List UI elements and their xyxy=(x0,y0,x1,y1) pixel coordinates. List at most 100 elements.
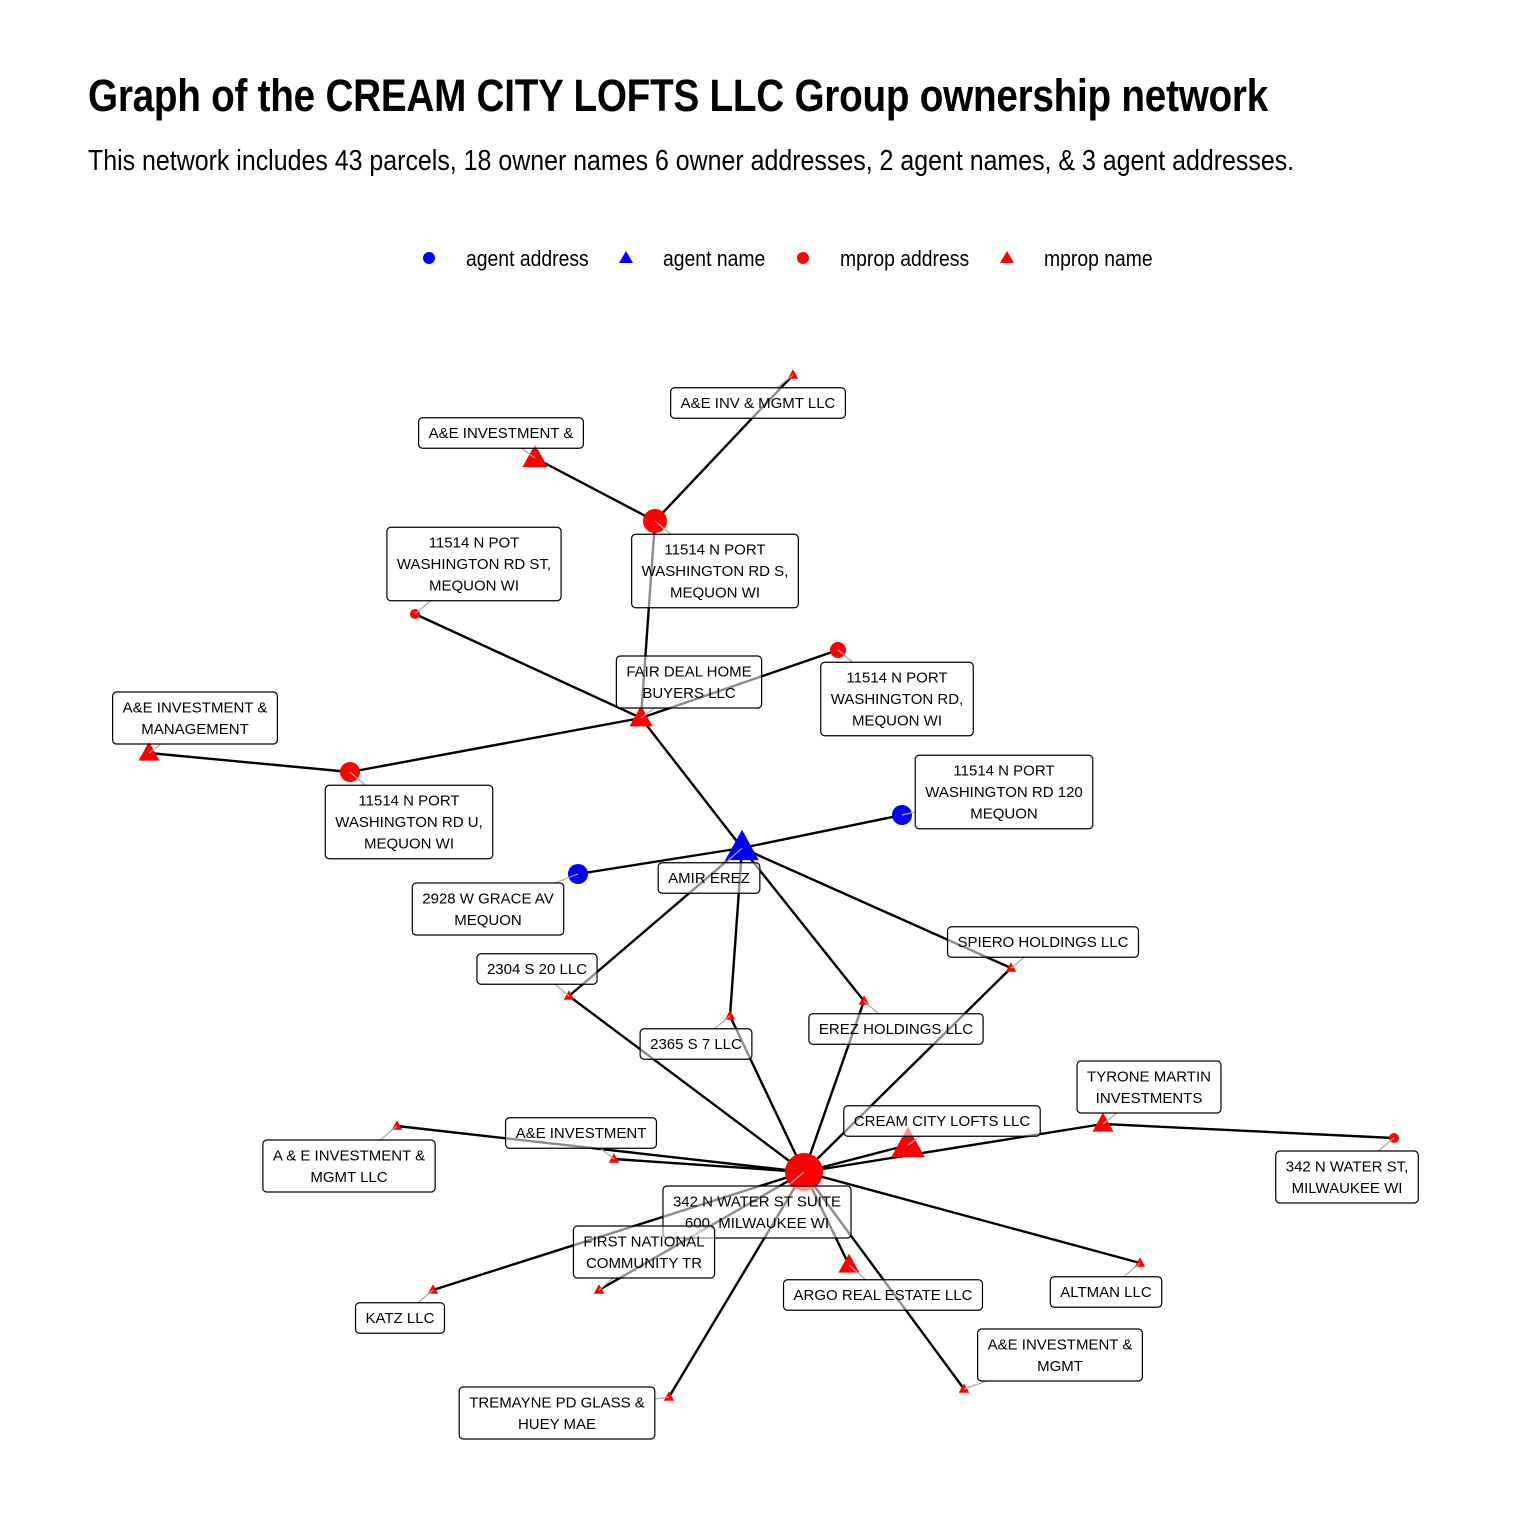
network-edge xyxy=(349,716,642,774)
label-text: MEQUON WI xyxy=(852,713,942,730)
node-katz xyxy=(427,1284,439,1294)
label-leader xyxy=(725,847,743,864)
node-spiero xyxy=(1005,962,1017,972)
label-text: AMIR EREZ xyxy=(668,870,750,887)
label-box xyxy=(418,417,584,449)
legend-triangle-icon xyxy=(1000,251,1014,263)
label-rdst: 11514 N POT WASHINGTON RD ST, MEQUON WI xyxy=(386,526,562,615)
label-leader xyxy=(414,600,432,615)
label-text: HUEY MAE xyxy=(518,1416,596,1433)
label-ag120: 11514 N PORT WASHINGTON RD 120 MEQUON xyxy=(901,754,1094,830)
label-box xyxy=(670,387,846,419)
label-leader xyxy=(654,1396,670,1400)
network-edge xyxy=(640,717,743,849)
labels-layer: AMIR EREZ 11514 N PORT WASHINGTON RD 120 ME… xyxy=(112,374,1419,1440)
label-text: ARGO REAL ESTATE LLC xyxy=(794,1287,973,1304)
label-text: 11514 N POT xyxy=(429,535,520,552)
label-text: SPIERO HOLDINGS LLC xyxy=(958,934,1129,951)
label-aeinv: A&E INVESTMENT & xyxy=(418,417,584,459)
label-box xyxy=(386,526,562,602)
label-leader xyxy=(640,707,655,719)
label-text: MEQUON xyxy=(970,806,1038,823)
network-edge xyxy=(577,846,743,876)
label-text: KATZ LLC xyxy=(366,1310,435,1327)
label-leader xyxy=(654,520,672,535)
node-aemgmt xyxy=(958,1383,970,1393)
label-text: CREAM CITY LOFTS LLC xyxy=(854,1113,1031,1130)
label-text: FAIR DEAL HOME xyxy=(626,663,751,680)
label-text: WASHINGTON RD, xyxy=(831,691,964,708)
label-aeinv2: A&E INVESTMENT xyxy=(504,1117,658,1160)
label-text: MEQUON xyxy=(454,912,522,929)
label-text: A&E INVESTMENT xyxy=(516,1125,647,1142)
legend-circle-icon xyxy=(797,252,809,264)
label-water2: 342 N WATER ST, MILWAUKEE WI xyxy=(1275,1137,1419,1204)
label-katz: KATZ LLC xyxy=(354,1289,446,1334)
node-tyrone xyxy=(1092,1112,1114,1132)
label-text: MGMT LLC xyxy=(310,1169,387,1186)
label-leader xyxy=(907,1135,921,1146)
label-text: 600, MILWAUKEE WI xyxy=(685,1215,829,1232)
node-aeinv xyxy=(522,444,548,468)
label-water: 342 N WATER ST SUITE 600, MILWAUKEE WI xyxy=(662,1171,852,1239)
label-aeim: A&E INVESTMENT & MANAGEMENT xyxy=(112,691,278,754)
network-edge xyxy=(741,847,865,1002)
legend-triangle-icon xyxy=(619,251,633,263)
label-leader xyxy=(379,1125,398,1141)
label-box xyxy=(657,862,761,894)
label-box xyxy=(946,926,1140,958)
label-text: INVESTMENTS xyxy=(1096,1090,1203,1107)
network-edge xyxy=(803,1122,1104,1174)
network-edge xyxy=(534,456,656,523)
label-text: TREMAYNE PD GLASS & xyxy=(469,1394,645,1411)
node-tremay xyxy=(663,1391,675,1401)
label-box xyxy=(1076,1060,1222,1114)
label-text: A&E INV & MGMT LLC xyxy=(681,395,836,412)
label-rdu: 11514 N PORT WASHINGTON RD U, MEQUON WI xyxy=(324,771,494,860)
legend-label: mprop name xyxy=(1044,246,1153,271)
label-aeinvm: A&E INV & MGMT LLC xyxy=(670,374,846,419)
label-text: 11514 N PORT xyxy=(953,763,1054,780)
label-text: MEQUON WI xyxy=(670,585,760,602)
label-leader xyxy=(598,1277,614,1291)
label-box xyxy=(1049,1276,1163,1308)
label-aemgmt: A&E INVESTMENT & MGMT xyxy=(963,1328,1143,1390)
label-box xyxy=(262,1139,436,1193)
label-text: 11514 N PORT xyxy=(664,542,765,559)
label-text: 342 N WATER ST SUITE xyxy=(673,1193,841,1210)
label-text: MEQUON WI xyxy=(429,578,519,595)
node-amir xyxy=(725,829,759,861)
label-box xyxy=(820,661,974,737)
legend-circle-icon xyxy=(423,252,435,264)
label-box xyxy=(914,754,1094,830)
label-text: A&E INVESTMENT & xyxy=(988,1336,1133,1353)
label-leader xyxy=(1377,1137,1395,1152)
label-text: TYRONE MARTIN xyxy=(1087,1068,1211,1085)
label-erez: EREZ HOLDINGS LLC xyxy=(808,1000,984,1045)
label-box xyxy=(782,1279,984,1311)
label-cream: CREAM CITY LOFTS LLC xyxy=(843,1105,1041,1146)
label-text: 11514 N PORT xyxy=(358,793,459,810)
legend: agent address agent name mprop address m… xyxy=(0,240,1536,280)
label-leader xyxy=(1123,1262,1141,1278)
label-text: MGMT xyxy=(1037,1358,1083,1375)
label-text: 2304 S 20 LLC xyxy=(487,961,587,978)
label-fair: FAIR DEAL HOME BUYERS LLC xyxy=(615,655,763,719)
node-argo xyxy=(838,1253,860,1273)
label-tyrone: TYRONE MARTIN INVESTMENTS xyxy=(1076,1060,1222,1125)
node-altman xyxy=(1134,1257,1146,1267)
page-title: Graph of the CREAM CITY LOFTS LLC Group … xyxy=(88,70,1268,121)
network-edge xyxy=(613,1157,805,1174)
label-text: ALTMAN LLC xyxy=(1060,1284,1152,1301)
label-leader xyxy=(1102,1112,1118,1125)
label-altman: ALTMAN LLC xyxy=(1049,1262,1163,1308)
label-s7: 2365 S 7 LLC xyxy=(639,1015,753,1060)
label-box xyxy=(639,1028,753,1060)
label-leader xyxy=(554,873,579,884)
label-rd: 11514 N PORT WASHINGTON RD, MEQUON WI xyxy=(820,649,974,737)
label-text: MANAGEMENT xyxy=(141,721,249,738)
label-leader xyxy=(349,771,367,786)
edges-layer xyxy=(148,374,1395,1398)
label-box xyxy=(808,1013,984,1045)
